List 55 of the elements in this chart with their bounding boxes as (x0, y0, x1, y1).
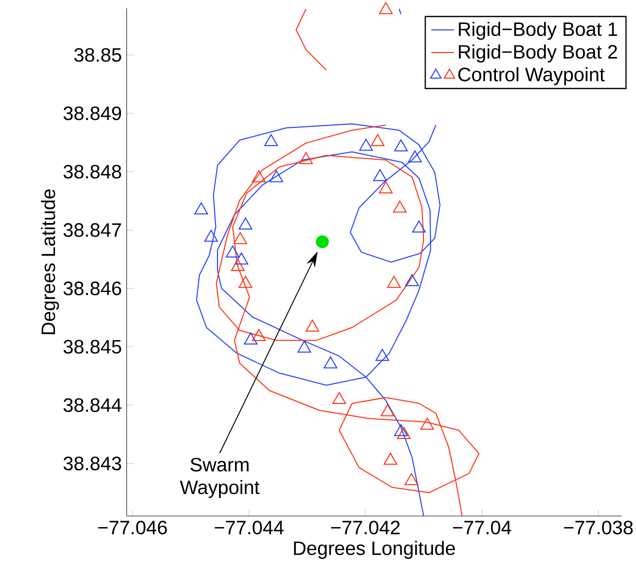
legend-label: Rigid−Body Boat 1 (458, 22, 618, 40)
point (394, 139, 408, 152)
y-tick-label: 38.848 (64, 164, 122, 179)
point (306, 320, 320, 332)
point (378, 2, 393, 14)
point (226, 246, 240, 258)
point (378, 181, 393, 194)
x-tick-label: −77.04 (453, 520, 512, 534)
point (234, 252, 248, 265)
x-tick-label: −77.044 (214, 520, 284, 534)
y-tick-label: 38.847 (64, 223, 121, 237)
point (252, 329, 266, 342)
point (297, 340, 312, 353)
point (194, 202, 208, 214)
annotation: Swarm Waypoint (180, 458, 260, 498)
y-tick-label: 38.844 (64, 398, 122, 412)
legend-label: Control Waypoint (458, 67, 605, 86)
point (375, 348, 390, 361)
point (299, 152, 313, 164)
point (324, 356, 338, 368)
point (359, 138, 373, 151)
point (405, 274, 419, 286)
point (370, 134, 385, 146)
point (332, 392, 346, 404)
point (397, 427, 411, 440)
point (380, 404, 394, 416)
point (373, 169, 387, 182)
point (387, 276, 401, 288)
point (238, 218, 252, 230)
y-tick-label: 38.85 (74, 48, 122, 62)
point (264, 134, 278, 146)
point (231, 258, 245, 271)
point (384, 452, 398, 465)
y-axis-title: Degrees Latitude (40, 189, 60, 334)
x-tick-label: −77.038 (564, 520, 633, 534)
y-tick-label: 38.845 (64, 340, 122, 354)
x-tick-label: −77.046 (98, 520, 167, 534)
x-tick-label: −77.042 (331, 520, 400, 534)
legend-label: Rigid−Body Boat 2 (458, 44, 617, 63)
point (269, 170, 284, 182)
y-tick-label: 38.843 (64, 456, 122, 470)
y-tick-label: 38.849 (64, 106, 122, 120)
point (233, 232, 248, 244)
x-axis-title: Degrees Longitude (294, 540, 455, 559)
point (420, 418, 434, 430)
y-tick-label: 38.846 (64, 282, 122, 296)
point (252, 170, 266, 182)
point (408, 150, 422, 162)
point (238, 276, 252, 288)
point (392, 200, 407, 213)
point (204, 230, 218, 242)
point (394, 424, 408, 436)
point (244, 332, 258, 344)
point (404, 473, 418, 486)
point (412, 220, 426, 232)
